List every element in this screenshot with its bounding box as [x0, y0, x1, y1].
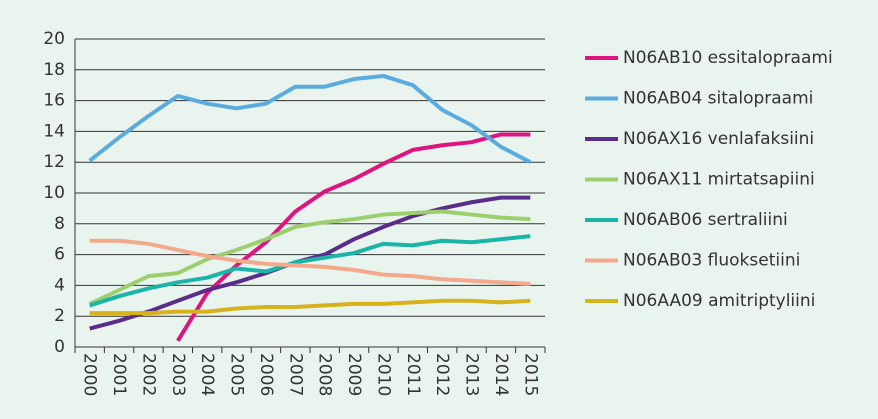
x-tick-label: 2003 [168, 353, 188, 396]
y-tick-label: 4 [54, 275, 65, 295]
y-tick-label: 14 [43, 121, 65, 141]
x-tick-label: 2006 [256, 353, 276, 396]
x-tick-label: 2011 [403, 353, 423, 396]
legend-label: N06AB03 fluoksetiini [623, 251, 800, 271]
legend-label: N06AB04 sitalopraami [623, 89, 813, 109]
x-tick-label: 2010 [373, 353, 393, 396]
x-tick-label: 2007 [285, 353, 305, 396]
x-tick-label: 2002 [138, 353, 158, 396]
series-line [89, 298, 531, 316]
y-tick-label: 6 [54, 245, 65, 265]
series-line [88, 73, 532, 164]
x-tick-label: 2001 [109, 353, 129, 396]
y-tick-label: 16 [43, 91, 65, 111]
x-tick-label: 2013 [462, 353, 482, 396]
series-line [89, 234, 531, 308]
y-tick-label: 12 [43, 152, 65, 172]
legend-label: N06AB10 essitalopraami [623, 48, 833, 68]
x-tick-label: 2014 [491, 353, 511, 396]
x-tick-label: 2008 [315, 353, 335, 396]
x-tick-label: 2009 [344, 353, 364, 396]
series-line [88, 209, 531, 306]
legend-label: N06AX16 venlafaksiini [623, 129, 814, 149]
x-tick-label: 2000 [80, 353, 100, 396]
y-tick-label: 2 [54, 306, 65, 326]
legend-label: N06AB06 sertraliini [623, 210, 788, 230]
y-tick-label: 18 [43, 60, 65, 80]
y-tick-label: 10 [43, 183, 65, 203]
x-tick-label: 2004 [197, 353, 217, 396]
y-tick-label: 0 [54, 337, 65, 357]
series-line [89, 238, 531, 286]
y-tick-label: 20 [43, 29, 65, 49]
series-line [176, 132, 531, 342]
x-tick-label: 2005 [227, 353, 247, 396]
legend-label: N06AA09 amitriptyliini [623, 291, 815, 311]
x-tick-label: 2012 [432, 353, 452, 396]
x-tick-label: 2015 [520, 353, 540, 396]
y-tick-label: 8 [54, 214, 65, 234]
legend-label: N06AX11 mirtatsapiini [623, 170, 815, 190]
